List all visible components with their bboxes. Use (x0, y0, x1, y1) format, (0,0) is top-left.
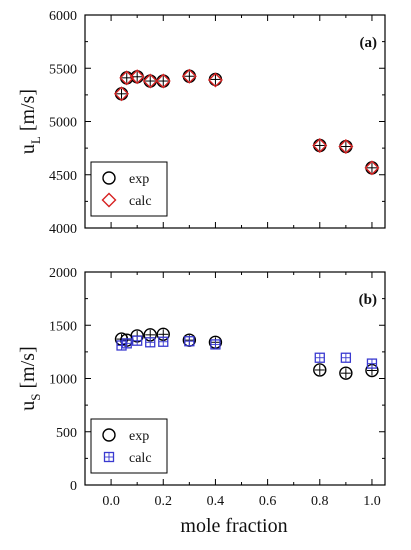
x-tick-label: 0.8 (311, 494, 329, 509)
data-point-calc (129, 69, 145, 85)
data-point-exp (313, 138, 327, 153)
x-tick-label: 0.2 (155, 494, 173, 509)
legend-label-exp: exp (129, 172, 149, 187)
y-tick-label: 5000 (49, 116, 77, 131)
legend-marker-exp (102, 171, 116, 185)
y-tick-label: 4000 (49, 222, 77, 237)
data-point-calc (158, 336, 169, 347)
legend-marker-calc (103, 451, 115, 463)
data-point-exp (339, 366, 353, 380)
legend-marker-exp (102, 428, 116, 442)
data-point-calc (210, 339, 221, 350)
y-tick-label: 5500 (49, 62, 77, 77)
data-point-calc (184, 336, 195, 347)
panel-label: (b) (359, 292, 377, 308)
data-point-exp (156, 74, 170, 88)
data-point-exp (114, 87, 129, 101)
y-tick-label: 0 (70, 479, 77, 494)
data-point-exp (365, 161, 379, 175)
data-point-calc (340, 352, 352, 363)
legend-label-calc: calc (129, 194, 152, 209)
series-calc (114, 68, 380, 176)
y-axis-title: uL [m/s] (17, 89, 43, 154)
data-point-calc (207, 72, 223, 88)
panel-b: 0 500 1000 1500 2000 0.0 0.2 0.4 0.6 0.8 1.0 uS [m/… (17, 266, 386, 509)
legend-box (90, 418, 168, 474)
legend-label-exp: exp (129, 429, 149, 444)
y-tick-label: 2000 (49, 266, 77, 281)
data-point-calc (114, 86, 130, 102)
series-exp (114, 69, 379, 175)
data-point-exp (182, 69, 197, 83)
panel-label: (a) (360, 35, 378, 51)
data-point-calc (155, 73, 171, 89)
data-point-exp (313, 363, 327, 377)
data-point-calc (364, 160, 380, 176)
series-calc (116, 335, 378, 369)
x-tick-label: 0.0 (102, 494, 120, 509)
data-point-calc (181, 68, 197, 84)
legend: exp calc (90, 418, 168, 474)
x-axis-title: mole fraction (180, 515, 287, 537)
y-axis-title: uS [m/s] (17, 346, 43, 410)
x-tick-label: 1.0 (363, 494, 381, 509)
y-tick-label: 6000 (49, 9, 77, 24)
panel-a: 4000 4500 5000 5500 6000 uL [m/s] (a) exp calc (17, 9, 386, 237)
data-point-calc (312, 137, 328, 153)
legend-label-calc: calc (129, 451, 152, 466)
legend-marker-calc (101, 192, 117, 208)
data-point-calc (121, 338, 132, 349)
data-point-calc (142, 73, 158, 89)
data-point-calc (145, 337, 156, 348)
data-point-exp (208, 72, 223, 87)
data-point-calc (314, 352, 325, 363)
data-point-calc (366, 358, 378, 369)
y-tick-label: 1500 (49, 319, 77, 334)
x-tick-label: 0.6 (259, 494, 277, 509)
x-tick-label: 0.4 (207, 494, 225, 509)
legend: exp calc (90, 161, 168, 217)
y-tick-label: 4500 (49, 169, 77, 184)
y-tick-label: 1000 (49, 373, 77, 388)
data-point-exp (339, 139, 353, 154)
data-point-calc (116, 340, 127, 351)
data-point-calc (132, 335, 143, 346)
y-tick-label: 500 (56, 426, 77, 441)
data-point-exp (143, 74, 157, 88)
data-point-calc (338, 139, 354, 155)
legend-box (90, 161, 168, 217)
series-exp (114, 327, 379, 380)
